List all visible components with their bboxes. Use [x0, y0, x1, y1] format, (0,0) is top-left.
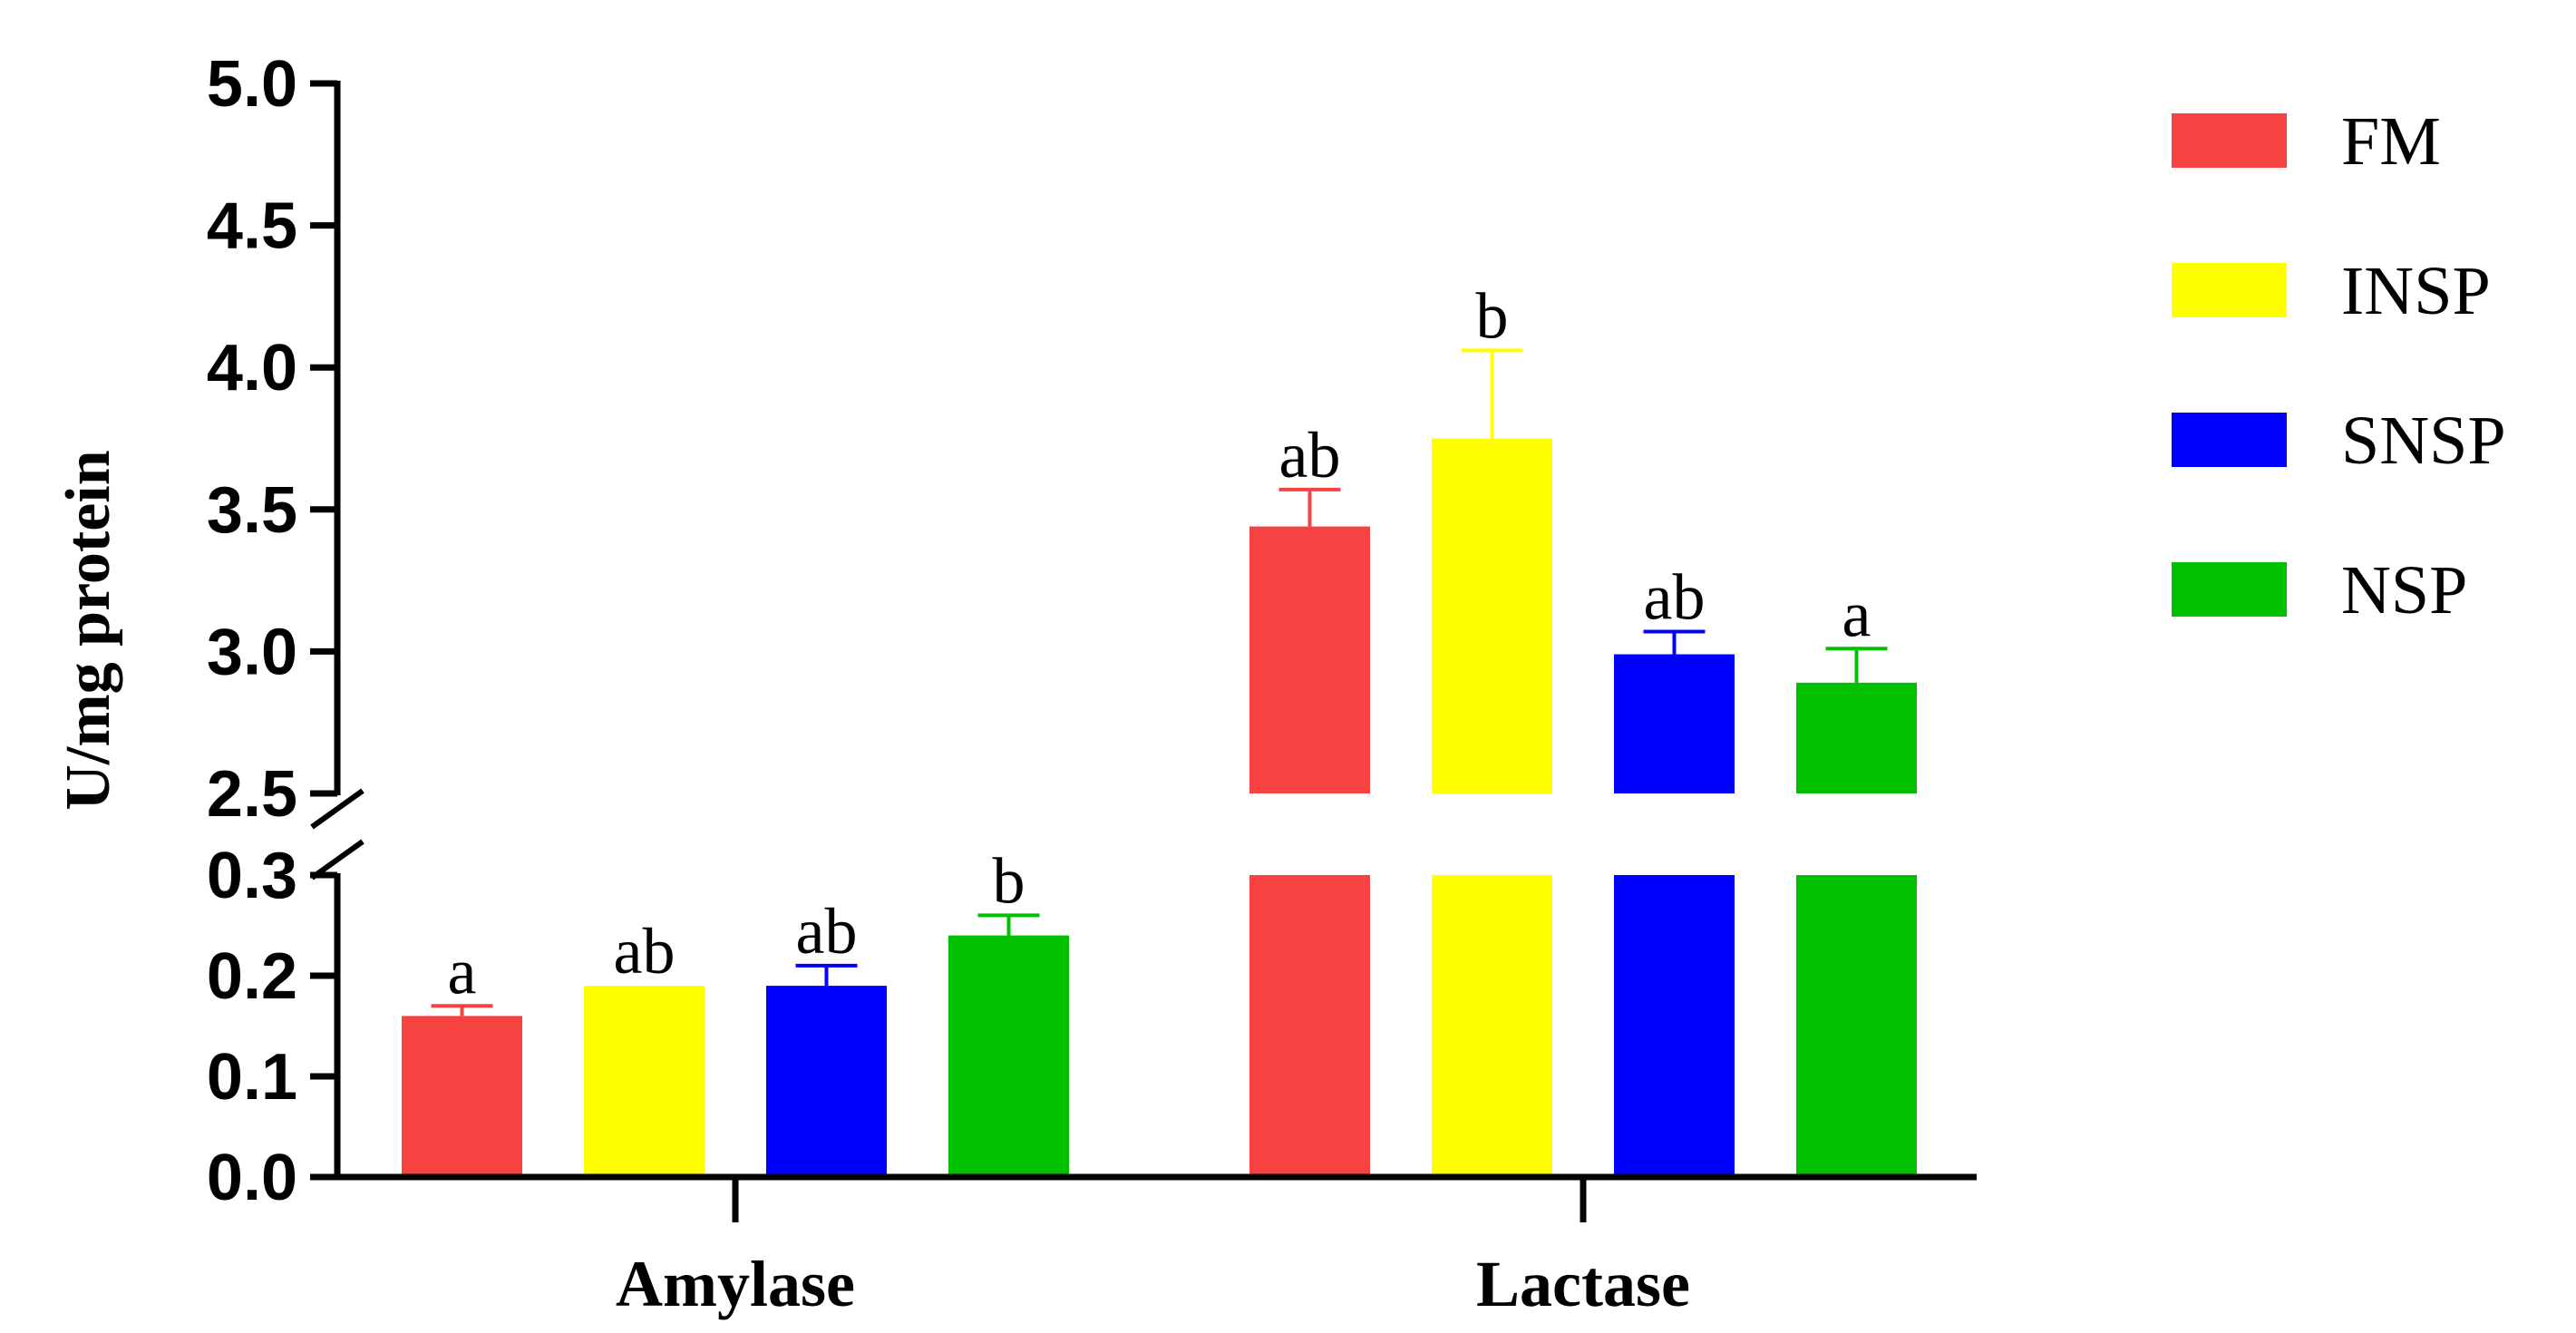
legend-label-nsp: NSP [2341, 552, 2467, 628]
legend-label-fm: FM [2341, 103, 2441, 180]
bar-amylase-insp [584, 986, 705, 1177]
y-tick-label-4.0: 4.0 [207, 332, 297, 404]
axes-layer [310, 80, 1977, 1222]
bar-lactase-insp-lower [1432, 875, 1552, 1177]
axis-break-mark-lower [310, 839, 365, 881]
bar-lactase-nsp [1796, 682, 1917, 793]
x-tick-label-lactase: Lactase [1476, 1248, 1690, 1320]
bar-lactase-insp [1432, 438, 1552, 793]
y-tick-label-3.5: 3.5 [207, 474, 297, 547]
axis-break-mark-upper [310, 788, 365, 830]
bar-lactase-fm-significance-label: ab [1279, 419, 1341, 491]
bar-lactase-nsp-significance-label: a [1842, 578, 1871, 650]
bar-lactase-snsp [1614, 654, 1735, 793]
y-tick-label-0.1: 0.1 [207, 1041, 297, 1114]
labels-layer: a ab ab b ab b ab a 0.0 0.1 0.2 0.3 2.5 3.0 3.5 4.0 4.5 5… [53, 48, 1871, 1320]
bar-amylase-nsp-significance-label: b [993, 844, 1026, 917]
bar-amylase-snsp-significance-label: ab [796, 895, 858, 968]
legend-label-insp: INSP [2341, 253, 2491, 329]
bar-lactase-snsp-significance-label: ab [1644, 560, 1706, 633]
y-tick-label-5.0: 5.0 [207, 48, 297, 121]
y-tick-label-3.0: 3.0 [207, 616, 297, 688]
legend-swatch-nsp [2172, 562, 2287, 617]
legend-swatch-fm [2172, 113, 2287, 168]
y-tick-label-0.0: 0.0 [207, 1142, 297, 1214]
y-tick-label-2.5: 2.5 [207, 758, 297, 831]
bar-lactase-nsp-lower [1796, 875, 1917, 1177]
y-tick-label-4.5: 4.5 [207, 190, 297, 263]
bar-lactase-fm [1249, 526, 1370, 793]
bar-lactase-fm-lower [1249, 875, 1370, 1177]
legend-label-snsp: SNSP [2341, 403, 2506, 479]
bars-layer [402, 348, 1917, 1177]
y-axis-title: U/mg protein [53, 450, 123, 810]
bar-amylase-nsp [948, 935, 1069, 1177]
bar-lactase-insp-significance-label: b [1476, 279, 1509, 352]
bar-amylase-fm [402, 1016, 522, 1177]
legend: FM INSP SNSP NSP [2172, 103, 2506, 628]
y-tick-label-0.3: 0.3 [207, 840, 297, 912]
y-tick-label-0.2: 0.2 [207, 940, 297, 1013]
bar-amylase-fm-significance-label: a [448, 935, 477, 1007]
legend-swatch-insp [2172, 263, 2287, 317]
x-tick-label-amylase: Amylase [616, 1248, 855, 1320]
bar-amylase-insp-significance-label: ab [614, 915, 676, 988]
bar-lactase-snsp-lower [1614, 875, 1735, 1177]
legend-swatch-snsp [2172, 413, 2287, 467]
bar-amylase-snsp [766, 986, 887, 1177]
